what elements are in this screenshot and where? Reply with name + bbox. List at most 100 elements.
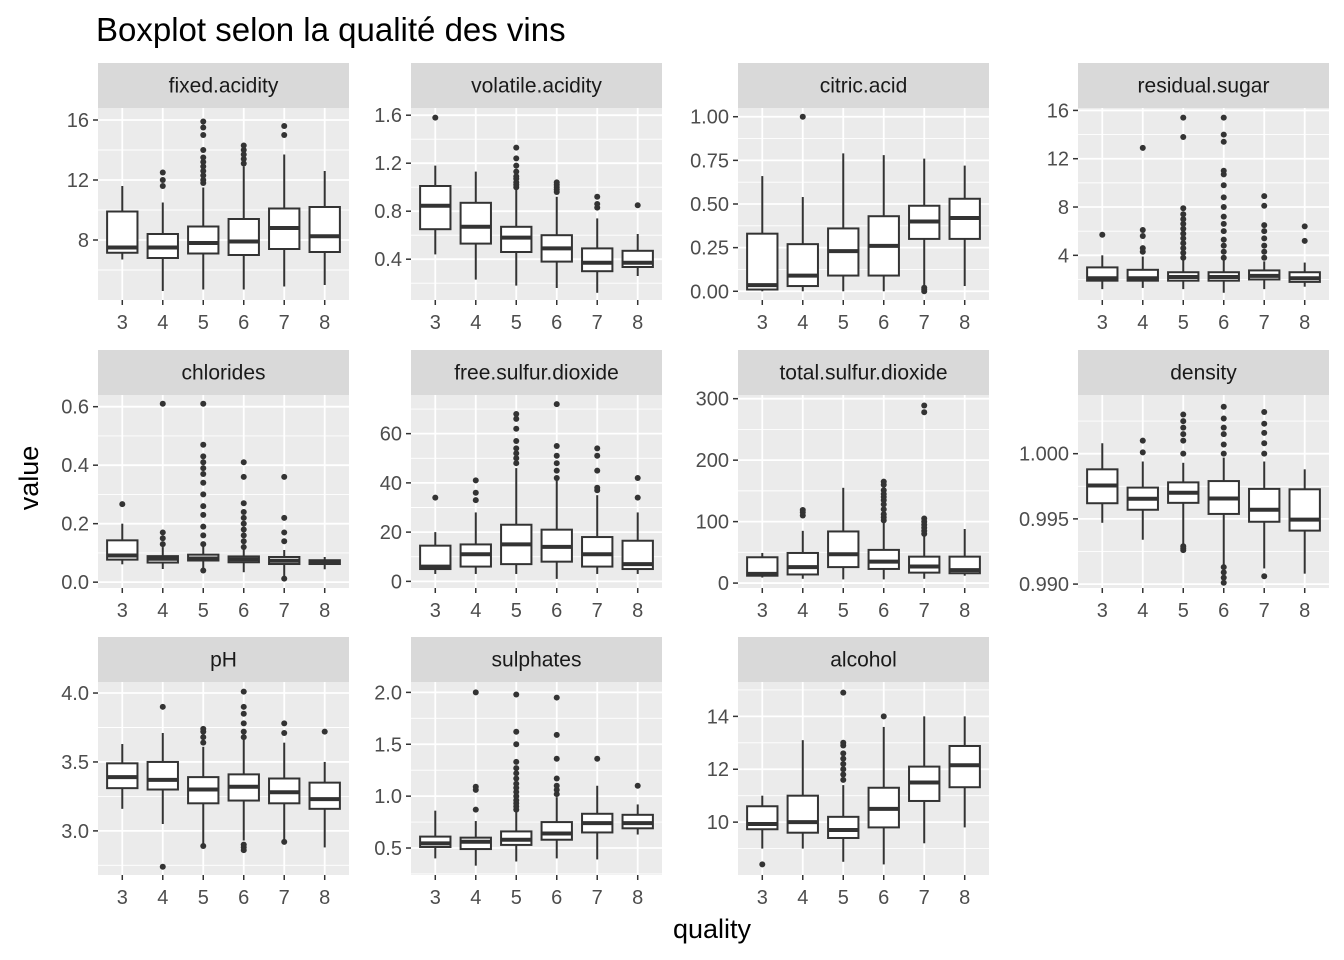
- interquartile-box: [867, 548, 900, 570]
- outlier-point: [1139, 449, 1146, 456]
- y-tick-label: 0.50: [690, 194, 729, 216]
- facet-strip-label: citric.acid: [820, 75, 908, 98]
- outlier-point: [472, 806, 479, 813]
- facet-strip: [738, 63, 989, 108]
- y-tick-label: 100: [696, 512, 729, 534]
- outlier-point: [513, 425, 520, 432]
- outlier-point: [1220, 242, 1227, 249]
- boxplot-quality-5: [1167, 411, 1200, 554]
- x-tick-label: 4: [1137, 312, 1148, 334]
- boxplot-quality-5: [500, 410, 533, 574]
- x-tick-label: 6: [1218, 600, 1229, 622]
- outlier-point: [594, 467, 601, 474]
- outlier-point: [1220, 450, 1227, 457]
- outlier-point: [472, 689, 479, 696]
- boxplot-quality-4: [459, 689, 492, 866]
- x-tick-label: 3: [757, 887, 768, 909]
- x-tick-label: 8: [632, 600, 643, 622]
- outlier-point: [240, 459, 247, 466]
- y-tick-label: 1.0: [374, 786, 402, 808]
- outlier-point: [513, 144, 520, 151]
- x-tick-label: 5: [198, 887, 209, 909]
- boxplot-quality-7: [268, 720, 301, 845]
- boxplot-quality-6: [540, 401, 573, 579]
- outlier-point: [159, 535, 166, 542]
- x-tick-label: 6: [238, 312, 249, 334]
- panel-background: [98, 108, 349, 300]
- y-tick-label: 4.0: [61, 683, 89, 705]
- x-tick-label: 8: [959, 312, 970, 334]
- outlier-point: [240, 526, 247, 533]
- outlier-point: [1220, 114, 1227, 121]
- outlier-point: [880, 506, 887, 513]
- boxplot-quality-7: [581, 445, 614, 574]
- outlier-point: [553, 442, 560, 449]
- outlier-point: [200, 118, 207, 125]
- outlier-point: [1180, 437, 1187, 444]
- outlier-point: [159, 541, 166, 548]
- outlier-point: [880, 501, 887, 508]
- panel-background: [738, 682, 989, 875]
- interquartile-box: [187, 225, 220, 255]
- x-tick-label: 5: [511, 312, 522, 334]
- y-tick-label: 8: [78, 230, 89, 252]
- boxplot-quality-5: [187, 400, 220, 574]
- outlier-point: [240, 508, 247, 515]
- outlier-point: [594, 755, 601, 762]
- x-tick-label: 5: [198, 312, 209, 334]
- outlier-point: [1220, 431, 1227, 438]
- outlier-point: [240, 688, 247, 695]
- outlier-point: [1261, 235, 1268, 242]
- outlier-point: [634, 202, 641, 209]
- x-tick-label: 4: [470, 600, 481, 622]
- facet-strip: [1078, 63, 1329, 108]
- boxplot-quality-6: [227, 142, 260, 290]
- x-tick-label: 5: [1178, 600, 1189, 622]
- outlier-point: [840, 689, 847, 696]
- facet-density: density 0.990 0.995 1.000 3 4 5 6 7 8: [1019, 350, 1329, 622]
- outlier-point: [553, 401, 560, 408]
- outlier-point: [1220, 403, 1227, 410]
- outlier-point: [200, 177, 207, 183]
- outlier-point: [799, 113, 806, 120]
- boxplot-quality-5: [827, 487, 860, 580]
- boxplot-quality-3: [106, 501, 139, 565]
- outlier-point: [1099, 231, 1106, 238]
- outlier-point: [200, 739, 207, 746]
- y-tick-label: 3.0: [61, 821, 89, 843]
- y-tick-label: 0.00: [690, 281, 729, 303]
- outlier-point: [513, 410, 520, 417]
- outlier-point: [634, 474, 641, 481]
- y-tick-label: 40: [380, 473, 402, 495]
- outlier-point: [240, 160, 247, 167]
- outlier-point: [472, 489, 479, 496]
- outlier-point: [799, 506, 806, 513]
- x-tick-label: 4: [157, 600, 168, 622]
- outlier-point: [513, 775, 520, 782]
- outlier-point: [240, 151, 247, 158]
- outlier-point: [240, 142, 247, 149]
- outlier-point: [281, 720, 288, 727]
- outlier-point: [281, 529, 288, 536]
- boxplot-quality-5: [1167, 114, 1200, 290]
- outlier-point: [1180, 211, 1187, 218]
- outlier-point: [921, 402, 928, 409]
- x-tick-label: 3: [430, 312, 441, 334]
- outlier-point: [200, 843, 207, 850]
- y-tick-label: 0: [718, 573, 729, 595]
- outlier-point: [281, 838, 288, 845]
- outlier-point: [553, 782, 560, 789]
- x-tick-label: 7: [919, 887, 930, 909]
- outlier-point: [1220, 213, 1227, 220]
- facet-strip-label: free.sulfur.dioxide: [454, 362, 619, 385]
- x-tick-label: 6: [238, 600, 249, 622]
- x-tick-label: 7: [919, 312, 930, 334]
- boxplot-quality-8: [1288, 469, 1321, 574]
- outlier-point: [634, 782, 641, 789]
- outlier-point: [840, 755, 847, 762]
- boxplot-quality-4: [786, 506, 819, 579]
- y-tick-label: 0.5: [374, 838, 402, 860]
- boxplot-quality-8: [948, 528, 981, 576]
- outlier-point: [759, 861, 766, 868]
- y-tick-label: 14: [707, 706, 729, 728]
